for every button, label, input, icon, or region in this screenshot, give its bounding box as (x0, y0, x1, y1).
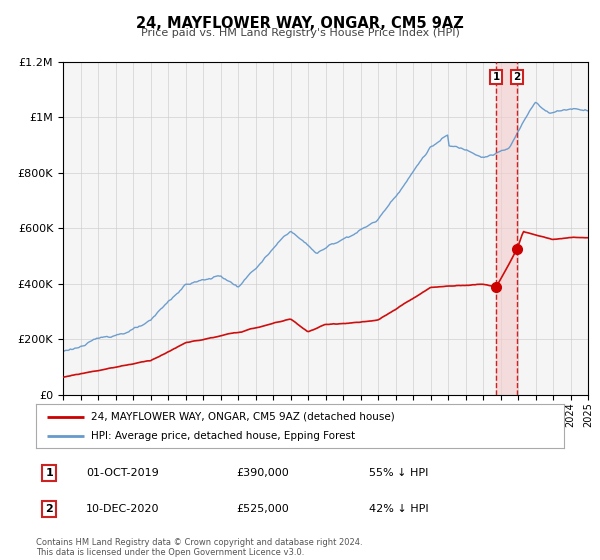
Text: 01-OCT-2019: 01-OCT-2019 (86, 468, 159, 478)
Text: 1: 1 (46, 468, 53, 478)
Text: 55% ↓ HPI: 55% ↓ HPI (368, 468, 428, 478)
Text: HPI: Average price, detached house, Epping Forest: HPI: Average price, detached house, Eppi… (91, 431, 356, 441)
Text: Price paid vs. HM Land Registry's House Price Index (HPI): Price paid vs. HM Land Registry's House … (140, 28, 460, 38)
Text: 2: 2 (514, 72, 521, 82)
Text: £525,000: £525,000 (236, 504, 289, 514)
Text: 10-DEC-2020: 10-DEC-2020 (86, 504, 160, 514)
Text: £390,000: £390,000 (236, 468, 289, 478)
Bar (496, 62, 517, 395)
Text: 42% ↓ HPI: 42% ↓ HPI (368, 504, 428, 514)
Text: 1: 1 (493, 72, 500, 82)
Text: Contains HM Land Registry data © Crown copyright and database right 2024.
This d: Contains HM Land Registry data © Crown c… (36, 538, 362, 557)
Text: 24, MAYFLOWER WAY, ONGAR, CM5 9AZ: 24, MAYFLOWER WAY, ONGAR, CM5 9AZ (136, 16, 464, 31)
Text: 2: 2 (46, 504, 53, 514)
Text: 24, MAYFLOWER WAY, ONGAR, CM5 9AZ (detached house): 24, MAYFLOWER WAY, ONGAR, CM5 9AZ (detac… (91, 412, 395, 422)
